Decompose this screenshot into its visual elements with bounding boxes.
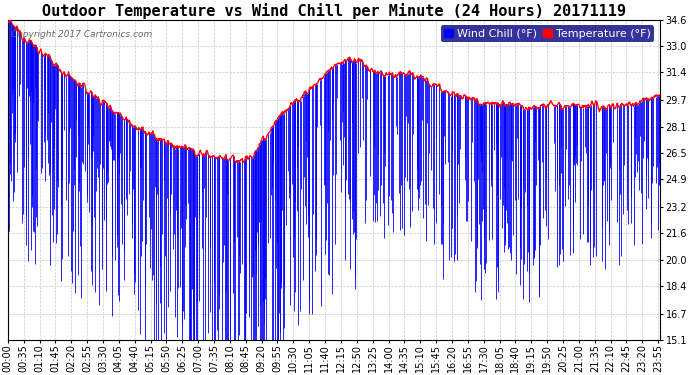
Legend: Wind Chill (°F), Temperature (°F): Wind Chill (°F), Temperature (°F)	[441, 26, 655, 42]
Title: Outdoor Temperature vs Wind Chill per Minute (24 Hours) 20171119: Outdoor Temperature vs Wind Chill per Mi…	[42, 3, 626, 19]
Text: Copyright 2017 Cartronics.com: Copyright 2017 Cartronics.com	[11, 30, 152, 39]
